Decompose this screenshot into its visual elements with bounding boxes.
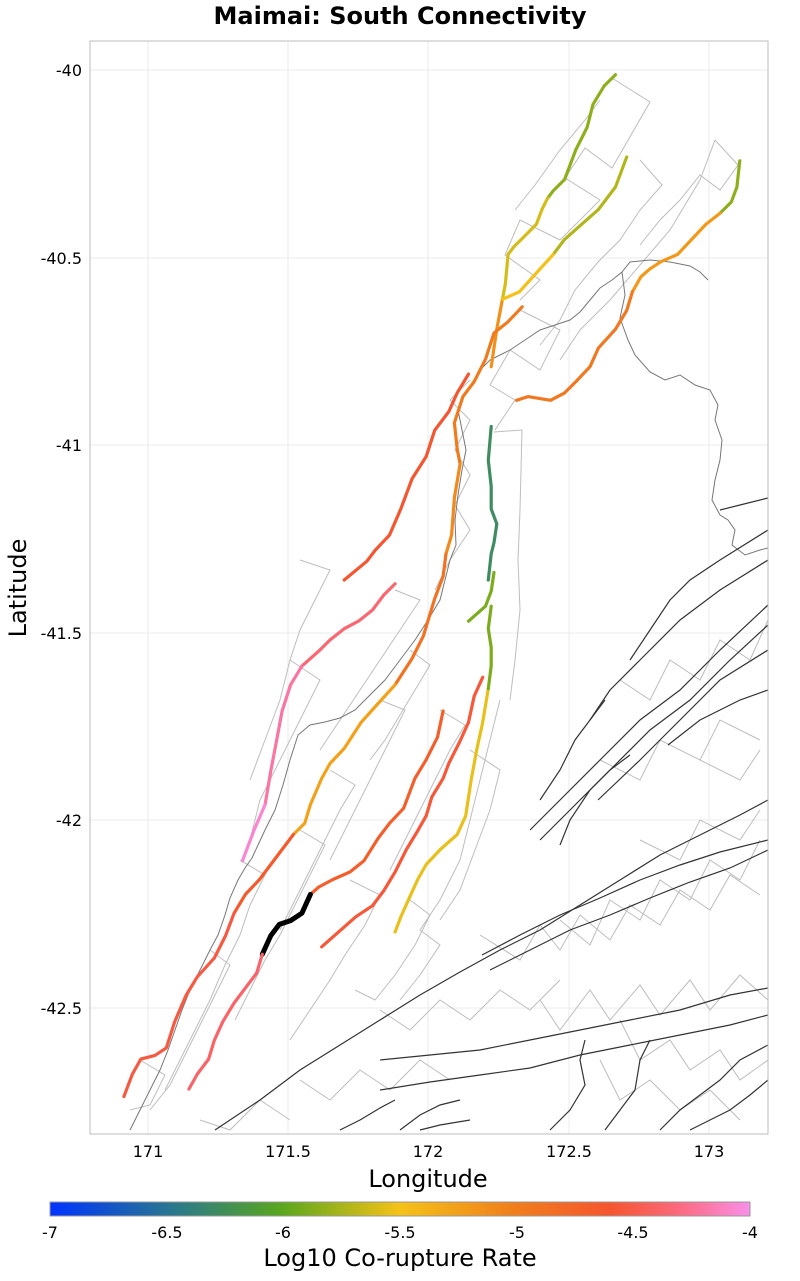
rupture-trace	[300, 582, 397, 668]
rupture-trace	[187, 952, 264, 1091]
x-tick-label: 172.5	[546, 1142, 592, 1161]
colorbar-tick-label: -5.5	[384, 1223, 415, 1242]
rupture-trace	[466, 570, 496, 623]
rupture-trace	[122, 911, 236, 1099]
context-faults	[214, 497, 768, 1131]
rupture-trace	[232, 832, 295, 915]
rupture-trace	[393, 686, 490, 934]
map-title: Maimai: South Connectivity	[213, 2, 587, 30]
y-tick-label: -41	[56, 436, 82, 455]
colorbar-tick-label: -6	[275, 1223, 291, 1242]
rupture-trace	[486, 424, 499, 582]
colorbar-bar	[49, 1201, 751, 1217]
y-tick-label: -42	[56, 811, 82, 830]
x-tick-label: 171	[133, 1142, 164, 1161]
rupture-trace	[500, 196, 550, 301]
coastline	[129, 259, 768, 1131]
colorbar-tick-label: -7	[42, 1223, 58, 1242]
colorbar-title: Log10 Co-rupture Rate	[263, 1244, 536, 1272]
colorbar: -7 -6.5 -6 -5.5 -5 -4.5 -4 Log10 Co-rupt…	[42, 1201, 758, 1272]
y-axis-title: Latitude	[4, 539, 32, 638]
fault-plane-outlines	[129, 77, 768, 1131]
x-tick-label: 173	[694, 1142, 725, 1161]
rupture-trace	[263, 664, 304, 807]
rupture-trace	[291, 683, 397, 837]
rupture-trace	[486, 604, 493, 691]
plot-frame	[89, 40, 769, 1135]
colorbar-tick-label: -5	[509, 1223, 525, 1242]
y-tick-label: -42.5	[41, 999, 82, 1018]
y-tick-label: -40.5	[41, 249, 82, 268]
rupture-trace	[240, 802, 267, 863]
rupture-trace	[393, 552, 448, 687]
rupture-trace	[500, 252, 555, 301]
rupture-trace	[545, 73, 618, 200]
y-tick-label: -41.5	[41, 624, 82, 643]
rupture-trace	[444, 462, 462, 556]
rupture-trace	[342, 372, 471, 582]
rupture-trace	[308, 709, 445, 897]
rupture-trace	[452, 305, 524, 466]
colorbar-tick-label: -4.5	[617, 1223, 648, 1242]
x-axis-title: Longitude	[368, 1165, 487, 1193]
source-fault-trace	[259, 891, 313, 957]
colorbar-tick-label: -6.5	[151, 1223, 182, 1242]
x-tick-label: 172	[413, 1142, 444, 1161]
rupture-trace	[514, 290, 635, 402]
rupture-trace	[718, 159, 742, 215]
rupture-trace	[630, 211, 722, 294]
y-tick-label: -40	[56, 61, 82, 80]
x-axis: 171 171.5 172 172.5 173 Longitude	[133, 1142, 725, 1193]
y-axis: -40 -40.5 -41 -41.5 -42 -42.5 Latitude	[4, 61, 82, 1018]
rupture-traces	[122, 73, 742, 1099]
plot-area	[90, 41, 768, 1134]
rupture-trace	[320, 675, 485, 949]
colorbar-tick-label: -4	[742, 1223, 758, 1242]
rupture-trace	[551, 155, 629, 256]
x-tick-label: 171.5	[265, 1142, 311, 1161]
